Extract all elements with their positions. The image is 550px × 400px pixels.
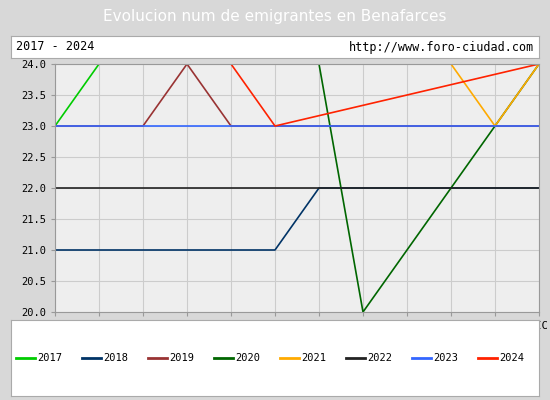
Text: 2018: 2018	[103, 353, 128, 363]
Text: 2019: 2019	[169, 353, 194, 363]
Text: 2017: 2017	[37, 353, 62, 363]
Text: 2024: 2024	[499, 353, 524, 363]
Text: 2017 - 2024: 2017 - 2024	[16, 40, 95, 54]
Text: http://www.foro-ciudad.com: http://www.foro-ciudad.com	[349, 40, 534, 54]
Text: Evolucion num de emigrantes en Benafarces: Evolucion num de emigrantes en Benafarce…	[103, 10, 447, 24]
Text: 2020: 2020	[235, 353, 260, 363]
Text: 2021: 2021	[301, 353, 326, 363]
Text: 2022: 2022	[367, 353, 392, 363]
Text: 2023: 2023	[433, 353, 458, 363]
